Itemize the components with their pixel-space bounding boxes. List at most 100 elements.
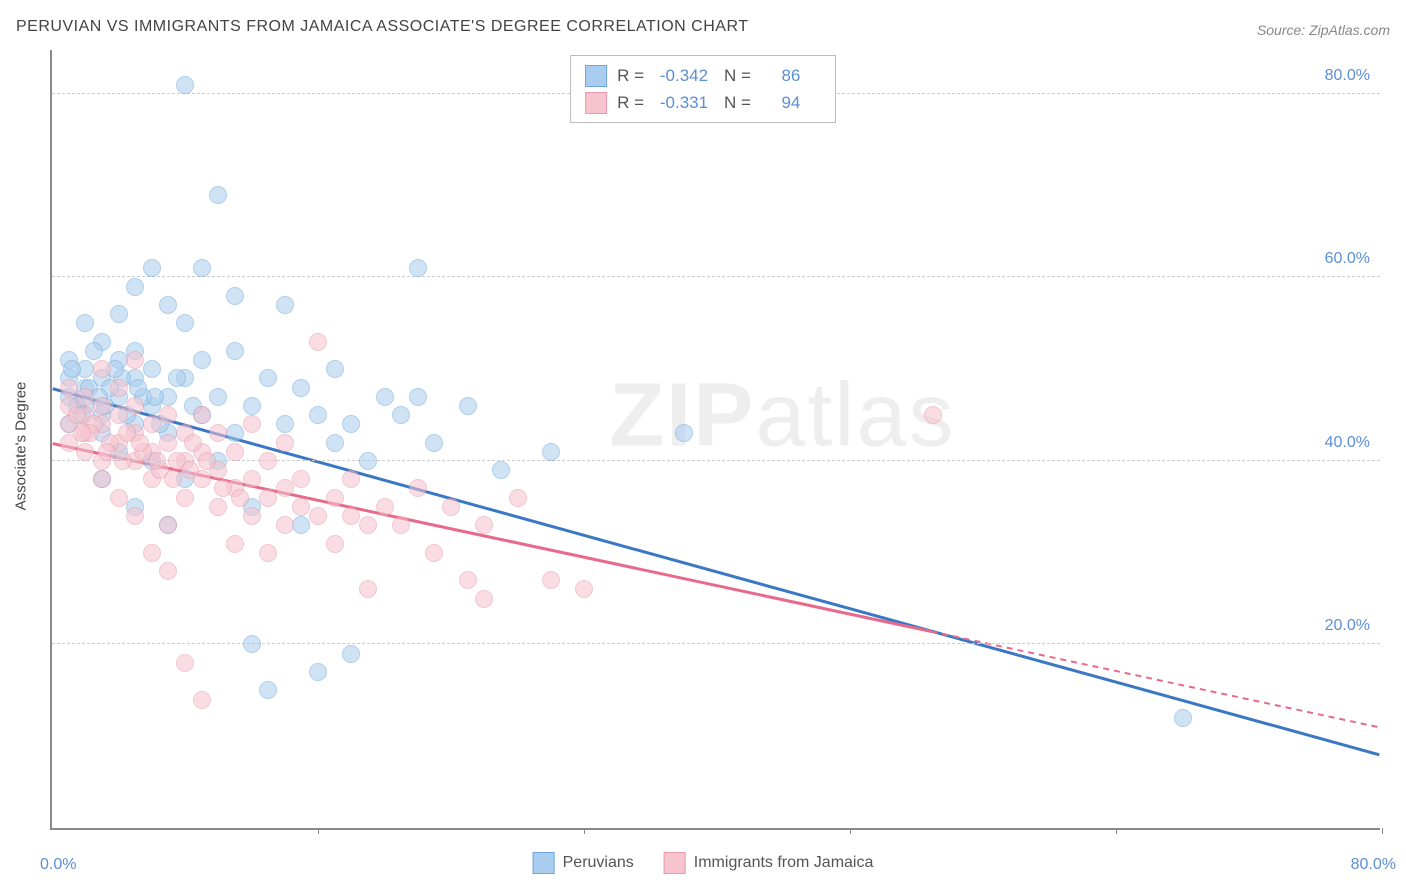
scatter-point: [276, 516, 294, 534]
scatter-point: [176, 654, 194, 672]
scatter-point: [292, 516, 310, 534]
legend-item: Immigrants from Jamaica: [664, 852, 874, 874]
scatter-point: [309, 663, 327, 681]
scatter-point: [326, 489, 344, 507]
y-tick-label: 60.0%: [1325, 250, 1370, 268]
scatter-point: [110, 379, 128, 397]
source-name: ZipAtlas.com: [1309, 22, 1390, 38]
series-legend: Peruvians Immigrants from Jamaica: [533, 852, 874, 874]
scatter-point: [209, 498, 227, 516]
scatter-point: [148, 452, 166, 470]
source-attribution: Source: ZipAtlas.com: [1257, 22, 1390, 38]
scatter-point: [226, 287, 244, 305]
scatter-point: [60, 379, 78, 397]
scatter-point: [110, 305, 128, 323]
scatter-point: [129, 379, 147, 397]
scatter-point: [93, 397, 111, 415]
y-tick-label: 20.0%: [1325, 617, 1370, 635]
scatter-point: [63, 360, 81, 378]
scatter-point: [292, 498, 310, 516]
scatter-point: [184, 434, 202, 452]
scatter-point: [243, 507, 261, 525]
scatter-point: [276, 434, 294, 452]
n-label: N =: [724, 62, 751, 89]
r-label: R =: [617, 89, 644, 116]
stats-row: R =-0.342N =86: [585, 62, 821, 89]
scatter-point: [342, 470, 360, 488]
x-axis-max-label: 80.0%: [1351, 856, 1396, 874]
x-tick: [584, 828, 585, 834]
scatter-point: [259, 452, 277, 470]
scatter-point: [442, 498, 460, 516]
r-value: -0.342: [654, 62, 714, 89]
trend-line-dashed: [932, 632, 1380, 728]
scatter-point: [276, 296, 294, 314]
scatter-point: [143, 259, 161, 277]
scatter-point: [276, 479, 294, 497]
x-axis-min-label: 0.0%: [40, 856, 76, 874]
scatter-point: [1174, 709, 1192, 727]
scatter-point: [243, 397, 261, 415]
scatter-point: [226, 443, 244, 461]
scatter-point: [259, 681, 277, 699]
scatter-point: [459, 397, 477, 415]
scatter-point: [159, 406, 177, 424]
scatter-point: [159, 562, 177, 580]
scatter-point: [159, 434, 177, 452]
scatter-point: [359, 516, 377, 534]
scatter-point: [209, 388, 227, 406]
scatter-point: [193, 406, 211, 424]
scatter-point: [326, 535, 344, 553]
scatter-point: [226, 424, 244, 442]
scatter-point: [193, 691, 211, 709]
scatter-point: [168, 369, 186, 387]
scatter-point: [309, 507, 327, 525]
scatter-point: [98, 443, 116, 461]
scatter-point: [259, 544, 277, 562]
scatter-point: [193, 351, 211, 369]
gridline-h: [52, 276, 1380, 277]
scatter-point: [376, 498, 394, 516]
scatter-point: [93, 360, 111, 378]
scatter-point: [143, 544, 161, 562]
scatter-point: [143, 360, 161, 378]
x-tick: [318, 828, 319, 834]
scatter-point: [93, 470, 111, 488]
scatter-point: [164, 470, 182, 488]
stats-row: R =-0.331N =94: [585, 89, 821, 116]
scatter-point: [359, 580, 377, 598]
scatter-point: [110, 406, 128, 424]
scatter-point: [509, 489, 527, 507]
scatter-point: [231, 489, 249, 507]
scatter-point: [259, 369, 277, 387]
scatter-point: [276, 415, 294, 433]
scatter-point: [159, 516, 177, 534]
x-tick: [1116, 828, 1117, 834]
scatter-point: [143, 415, 161, 433]
scatter-point: [542, 443, 560, 461]
scatter-point: [126, 278, 144, 296]
legend-swatch: [664, 852, 686, 874]
scatter-point: [76, 388, 94, 406]
scatter-point: [575, 580, 593, 598]
scatter-point: [425, 544, 443, 562]
legend-swatch: [585, 92, 607, 114]
scatter-point: [342, 507, 360, 525]
legend-swatch: [533, 852, 555, 874]
scatter-point: [131, 434, 149, 452]
scatter-point: [243, 470, 261, 488]
scatter-point: [475, 590, 493, 608]
scatter-point: [226, 342, 244, 360]
scatter-point: [292, 379, 310, 397]
scatter-point: [409, 479, 427, 497]
scatter-point: [542, 571, 560, 589]
scatter-point: [259, 489, 277, 507]
scatter-point: [309, 406, 327, 424]
scatter-point: [181, 461, 199, 479]
legend-label: Peruvians: [563, 854, 634, 872]
x-tick: [850, 828, 851, 834]
scatter-point: [492, 461, 510, 479]
scatter-point: [342, 645, 360, 663]
scatter-point: [392, 406, 410, 424]
legend-swatch: [585, 65, 607, 87]
